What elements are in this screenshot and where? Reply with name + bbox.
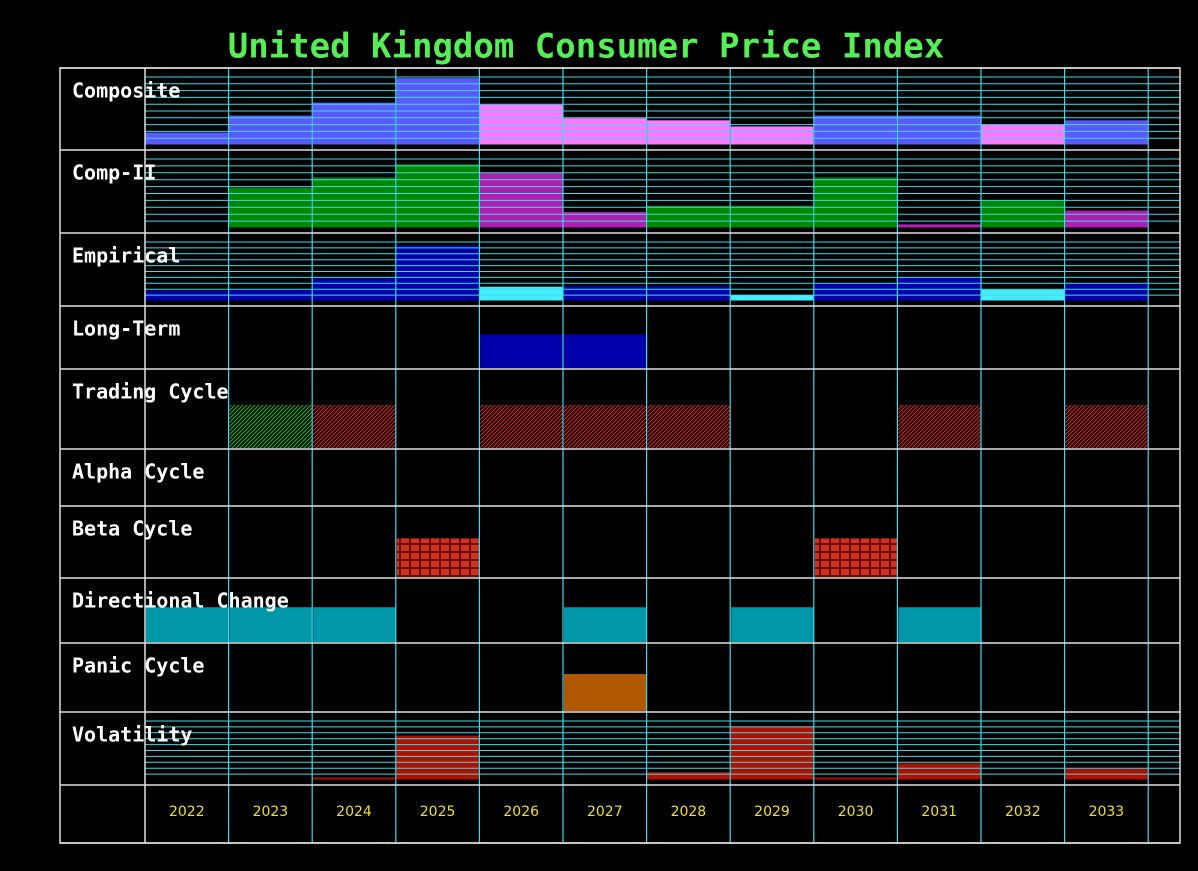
- x-tick-label: 2023: [253, 804, 289, 820]
- bar: [813, 114, 898, 146]
- signal-block: [731, 607, 814, 642]
- bar: [1064, 119, 1149, 146]
- bar: [646, 119, 731, 146]
- x-tick-label: 2027: [587, 804, 623, 820]
- bar: [144, 289, 230, 302]
- x-tick-label: 2031: [921, 804, 957, 820]
- bar: [311, 176, 397, 229]
- bar: [395, 163, 480, 229]
- x-tick-label: 2029: [754, 804, 790, 820]
- row-label: Long-Term: [72, 317, 180, 341]
- signal-block: [564, 674, 647, 711]
- signal-block: [564, 607, 647, 642]
- bar: [729, 204, 815, 229]
- bar: [646, 285, 731, 302]
- row-label: Volatility: [72, 723, 192, 747]
- bar: [562, 285, 648, 302]
- x-tick-label: 2032: [1005, 804, 1041, 820]
- chart-title: United Kingdom Consumer Price Index: [228, 27, 944, 67]
- bar: [729, 125, 815, 146]
- x-tick-label: 2028: [671, 804, 707, 820]
- row-label: Trading Cycle: [72, 380, 229, 404]
- row-label: Alpha Cycle: [72, 460, 204, 484]
- x-tick-label: 2024: [336, 804, 372, 820]
- signal-block: [1065, 405, 1149, 448]
- row-label: Directional Change: [72, 589, 289, 613]
- bar: [478, 285, 564, 302]
- x-tick-label: 2030: [838, 804, 874, 820]
- bar: [813, 176, 898, 229]
- bar: [395, 734, 480, 781]
- row-label: Empirical: [72, 244, 180, 268]
- bar: [646, 204, 731, 229]
- bar: [896, 114, 982, 146]
- row-label: Beta Cycle: [72, 517, 192, 541]
- frame: [59, 67, 1181, 844]
- signal-block: [229, 607, 313, 642]
- signal-block: [396, 538, 480, 577]
- signal-block: [814, 538, 898, 577]
- signal-block: [564, 405, 647, 448]
- x-tick-label: 2022: [169, 804, 205, 820]
- bar: [1064, 209, 1149, 229]
- x-tick-label: 2033: [1089, 804, 1125, 820]
- bar: [646, 771, 731, 781]
- row-label: Panic Cycle: [72, 654, 204, 678]
- signal-block: [480, 334, 563, 368]
- signal-block: [146, 607, 229, 642]
- x-tick-label: 2025: [420, 804, 456, 820]
- bar: [228, 114, 313, 146]
- row-label: Composite: [72, 79, 180, 103]
- bar: [729, 725, 815, 781]
- signal-block: [898, 607, 981, 642]
- bar: [896, 223, 982, 229]
- x-tick-label: 2026: [503, 804, 539, 820]
- bar: [813, 776, 898, 781]
- bar: [1064, 282, 1149, 302]
- signal-block: [480, 405, 563, 448]
- signal-block: [313, 405, 396, 448]
- signal-block: [647, 405, 731, 448]
- signal-block: [313, 607, 396, 642]
- bar: [813, 282, 898, 302]
- bar: [980, 123, 1066, 146]
- signal-block: [564, 334, 647, 368]
- bar: [896, 762, 982, 781]
- bar: [311, 776, 397, 781]
- row-label: Comp-II: [72, 161, 156, 185]
- signal-block: [229, 405, 313, 448]
- signal-block: [898, 405, 981, 448]
